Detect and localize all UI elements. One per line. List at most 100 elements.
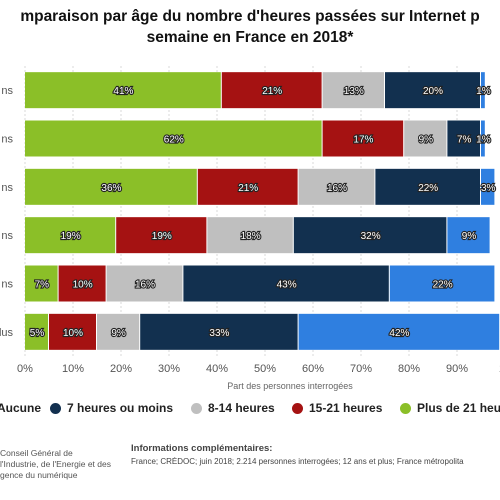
bar-data-label: 10% bbox=[73, 280, 93, 291]
bar-data-label: 16% bbox=[135, 280, 155, 291]
x-tick-label: 50% bbox=[254, 363, 276, 375]
source-credits: Conseil Général de l'Industrie, de l'Ene… bbox=[0, 448, 120, 481]
bar-segment bbox=[207, 217, 293, 254]
bar-segment bbox=[447, 120, 480, 157]
bar-segment bbox=[447, 217, 490, 254]
bar-segment bbox=[25, 120, 322, 157]
category-label: ns bbox=[1, 134, 13, 146]
bar-segment bbox=[385, 72, 480, 109]
legend-dot-8-14h bbox=[191, 402, 202, 414]
bar-segment bbox=[106, 265, 183, 302]
bar-data-label: 17% bbox=[353, 135, 373, 146]
legend-item-8-14h[interactable]: 8-14 heures bbox=[191, 401, 275, 415]
bar-data-label: 7% bbox=[457, 135, 472, 146]
x-tick-label: 0% bbox=[17, 363, 33, 375]
bar-segment bbox=[293, 217, 447, 254]
bar-data-label: 62% bbox=[164, 135, 184, 146]
source-line-1: Conseil Général de bbox=[0, 448, 73, 458]
bar-segment bbox=[322, 120, 404, 157]
additional-info-text: France; CRÉDOC; juin 2018; 2.214 personn… bbox=[131, 457, 464, 466]
bar-segment bbox=[481, 168, 495, 205]
bar-segment bbox=[25, 168, 197, 205]
bar-data-label: 16% bbox=[327, 183, 347, 194]
bar-segment bbox=[298, 168, 375, 205]
bar-data-label: 20% bbox=[423, 86, 443, 97]
legend-dot-7h-or-less bbox=[50, 402, 61, 414]
bar-data-label: 1% bbox=[476, 135, 491, 146]
bar-data-label: 19% bbox=[152, 231, 172, 242]
legend-label-7h-or-less: 7 heures ou moins bbox=[67, 401, 174, 415]
bar-segment bbox=[389, 265, 495, 302]
bar-data-label: 21% bbox=[238, 183, 258, 194]
category-label: ns bbox=[1, 279, 13, 291]
x-tick-label: 60% bbox=[302, 363, 324, 375]
x-tick-label: 70% bbox=[350, 363, 372, 375]
legend-item-21h-plus[interactable]: Plus de 21 heu bbox=[400, 401, 500, 415]
bar-data-label: 22% bbox=[433, 280, 453, 291]
bar-data-label: 43% bbox=[277, 280, 297, 291]
bar-segment bbox=[25, 217, 116, 254]
bar-segment bbox=[404, 120, 447, 157]
legend-item-15-21h[interactable]: 15-21 heures bbox=[292, 401, 382, 415]
additional-info-title: Informations complémentaires: bbox=[131, 443, 273, 454]
category-label: ns bbox=[1, 230, 13, 242]
bar-segment bbox=[49, 313, 96, 350]
bar-data-label: 33% bbox=[209, 328, 229, 339]
bar-data-label: 41% bbox=[113, 86, 133, 97]
legend-label-aucune: Aucune bbox=[0, 401, 42, 415]
bar-data-label: 21% bbox=[262, 86, 282, 97]
x-tick-label: 90% bbox=[446, 363, 468, 375]
x-tick-label: 10% bbox=[62, 363, 84, 375]
x-axis-label: Part des personnes interrogées bbox=[227, 381, 353, 391]
legend-label-8-14h: 8-14 heures bbox=[208, 401, 275, 415]
source-line-3: gence du numérique bbox=[0, 470, 78, 480]
chart-legend: Aucune 7 heures ou moins 8-14 heures 15-… bbox=[0, 401, 500, 419]
bar-data-label: 13% bbox=[344, 86, 364, 97]
bar-data-label: 3% bbox=[481, 183, 496, 194]
bar-data-label: 32% bbox=[361, 231, 381, 242]
bar-segment bbox=[322, 72, 384, 109]
legend-dot-21h-plus bbox=[400, 402, 411, 414]
bar-data-label: 42% bbox=[389, 328, 409, 339]
bar-segment bbox=[140, 313, 298, 350]
chart-title-line-1: mparaison par âge du nombre d'heures pas… bbox=[20, 8, 480, 25]
bar-data-label: 9% bbox=[419, 135, 434, 146]
legend-label-15-21h: 15-21 heures bbox=[309, 401, 383, 415]
category-label: ns bbox=[1, 182, 13, 194]
x-tick-label: 80% bbox=[398, 363, 420, 375]
bar-data-label: 36% bbox=[101, 183, 121, 194]
bar-segment bbox=[25, 265, 58, 302]
bar-segment bbox=[25, 313, 48, 350]
bar-data-label: 22% bbox=[418, 183, 438, 194]
x-tick-label: 40% bbox=[206, 363, 228, 375]
bar-data-label: 18% bbox=[241, 231, 261, 242]
source-line-2: l'Industrie, de l'Energie et des bbox=[0, 459, 111, 469]
bar-segment bbox=[25, 72, 221, 109]
bar-segment bbox=[58, 265, 106, 302]
legend-item-aucune[interactable]: Aucune bbox=[0, 401, 41, 415]
category-label: lus bbox=[0, 327, 13, 339]
chart-title: mparaison par âge du nombre d'heures pas… bbox=[0, 6, 500, 48]
bar-data-label: 10% bbox=[63, 328, 83, 339]
bar-data-label: 9% bbox=[462, 231, 477, 242]
bar-segment bbox=[298, 313, 500, 350]
x-tick-label: 30% bbox=[158, 363, 180, 375]
bar-data-label: 19% bbox=[61, 231, 81, 242]
bar-segment bbox=[183, 265, 389, 302]
bar-data-label: 5% bbox=[30, 328, 45, 339]
bar-segment bbox=[221, 72, 322, 109]
legend-dot-15-21h bbox=[292, 402, 303, 414]
bar-data-label: 1% bbox=[476, 86, 491, 97]
category-label: ns bbox=[1, 85, 13, 97]
legend-label-21h-plus: Plus de 21 heu bbox=[417, 401, 500, 415]
bar-segment bbox=[481, 120, 485, 157]
bar-segment bbox=[375, 168, 480, 205]
legend-item-7h-or-less[interactable]: 7 heures ou moins bbox=[50, 401, 173, 415]
chart-title-line-2: semaine en France en 2018* bbox=[146, 29, 354, 46]
bar-segment bbox=[197, 168, 298, 205]
bar-segment bbox=[97, 313, 140, 350]
bar-data-label: 7% bbox=[35, 280, 50, 291]
additional-info: Informations complémentaires: France; CR… bbox=[131, 443, 500, 467]
bar-segment bbox=[116, 217, 207, 254]
